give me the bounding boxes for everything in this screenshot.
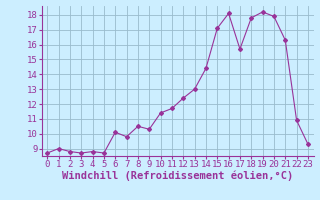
X-axis label: Windchill (Refroidissement éolien,°C): Windchill (Refroidissement éolien,°C) [62, 171, 293, 181]
